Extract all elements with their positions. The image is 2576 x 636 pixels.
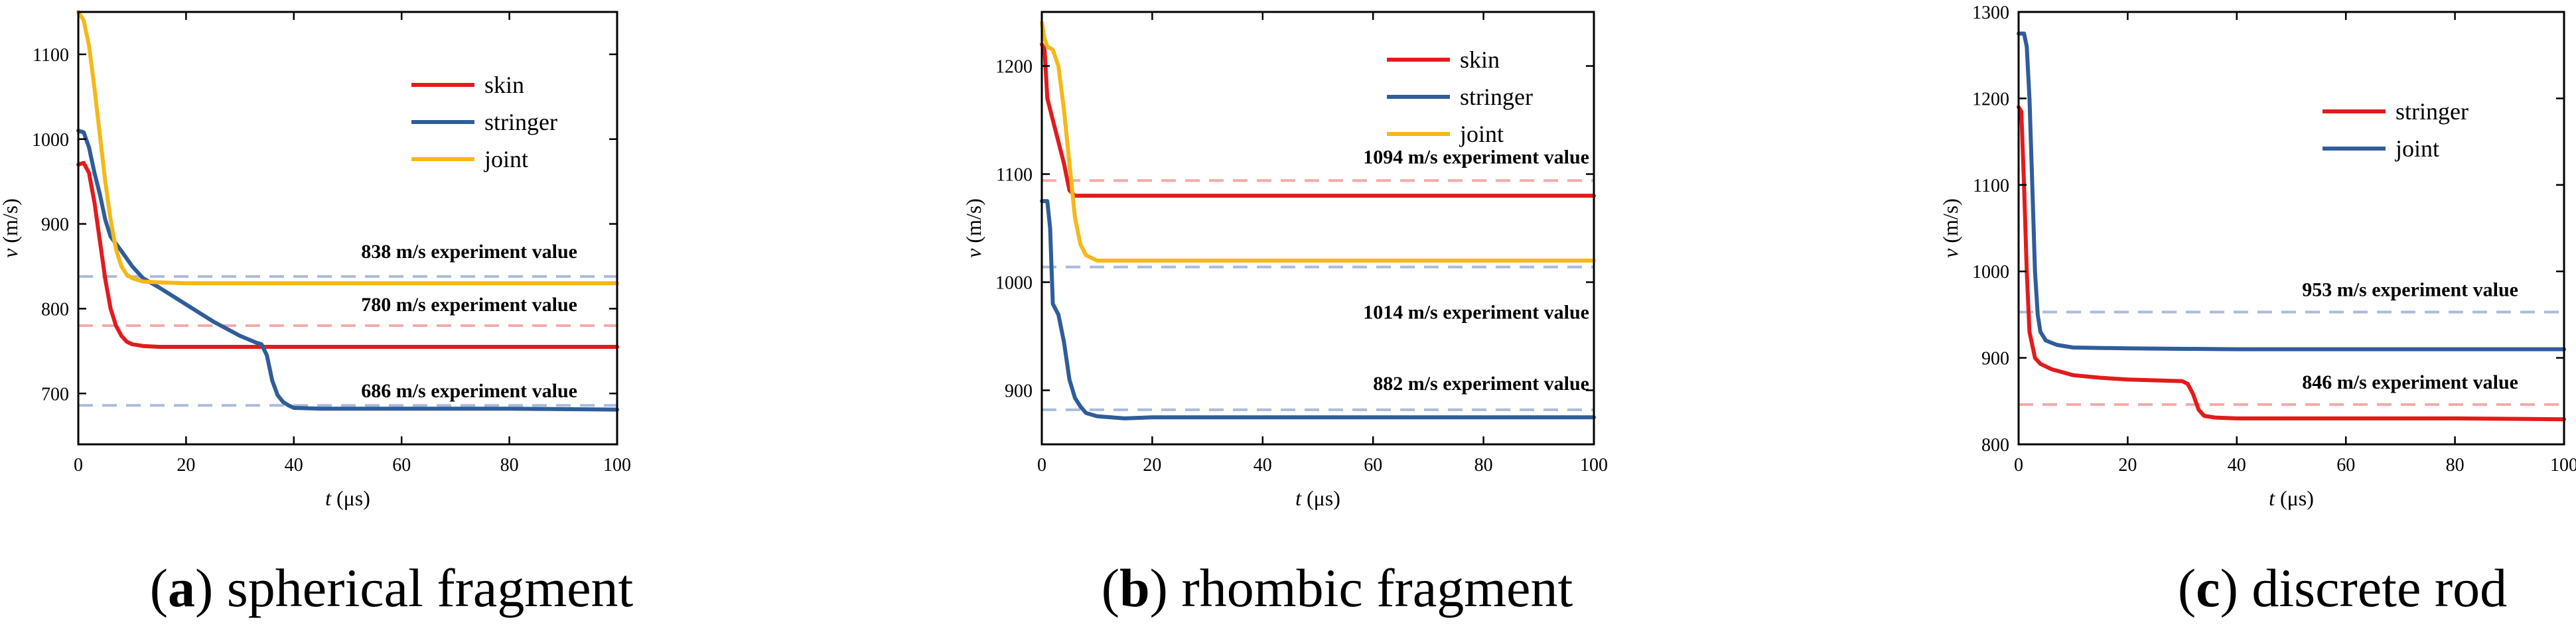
- x-tick-label: 40: [285, 455, 303, 476]
- y-tick-label: 1100: [1973, 176, 2009, 196]
- chart-b: 0 20 40 60 80 100 900 1000 1100 1200 t (μs) v (m/s)…: [962, 11, 1608, 510]
- caption-c: (c) discrete rod: [2177, 558, 2508, 618]
- x-tick-label: 20: [177, 455, 195, 476]
- series-line-joint: [1040, 21, 1596, 263]
- x-tick-label: 100: [1580, 455, 1608, 476]
- reference-label-1014: 1014 m/s experiment value: [1363, 302, 1589, 324]
- legend-label-stringer: stringer: [1460, 84, 1533, 110]
- caption-b: (b) rhombic fragment: [1101, 558, 1573, 618]
- legend-label-stringer: stringer: [484, 109, 557, 135]
- legend-label-joint: joint: [1459, 121, 1504, 147]
- x-tick-label: 0: [74, 455, 83, 476]
- y-tick-label: 900: [41, 215, 69, 235]
- legend-label-skin: skin: [1460, 46, 1500, 73]
- reference-label-882: 882 m/s experiment value: [1373, 373, 1589, 395]
- x-tick-label: 80: [2446, 455, 2465, 476]
- y-tick-label: 1200: [1972, 89, 2009, 109]
- x-axis-label: t (μs): [1295, 486, 1340, 510]
- chart-c: 0 20 40 60 80 100 800 900 1000 1100 1200 1300 t (μs)…: [1938, 3, 2576, 510]
- series-line-joint: [2017, 31, 2566, 351]
- reference-label-780: 780 m/s experiment value: [361, 294, 577, 316]
- x-tick-label: 60: [2336, 455, 2355, 476]
- x-tick-label: 20: [1143, 455, 1161, 476]
- series-line-skin: [1040, 42, 1596, 198]
- reference-label-1094: 1094 m/s experiment value: [1363, 146, 1589, 168]
- x-tick-label: 40: [2228, 455, 2246, 476]
- y-tick-label: 1100: [996, 165, 1033, 186]
- x-tick-label: 40: [1253, 455, 1272, 476]
- y-tick-label: 800: [41, 299, 69, 320]
- series-line-joint: [76, 10, 619, 286]
- x-tick-label: 100: [603, 455, 631, 476]
- y-tick-label: 1000: [32, 130, 69, 151]
- legend-label-skin: skin: [484, 72, 524, 98]
- y-tick-label: 800: [1981, 435, 2009, 456]
- legend-label-joint: joint: [2394, 135, 2439, 162]
- y-axis-label: v (m/s): [1938, 198, 1962, 258]
- x-tick-label: 0: [1037, 455, 1046, 476]
- x-tick-label: 100: [2550, 455, 2576, 476]
- reference-label-686: 686 m/s experiment value: [361, 380, 577, 402]
- y-tick-label: 1300: [1972, 3, 2009, 23]
- y-tick-label: 900: [1005, 381, 1033, 402]
- y-tick-label: 1000: [995, 273, 1033, 294]
- y-axis-label: v (m/s): [0, 198, 22, 258]
- x-tick-label: 60: [1364, 455, 1382, 476]
- y-tick-label: 1000: [1972, 262, 2009, 283]
- legend-label-stringer: stringer: [2396, 98, 2469, 125]
- series-line-stringer: [2017, 105, 2566, 422]
- chart-a: 0 20 40 60 80 100 700 800 900 1000 1100 t (μs) v (m/…: [0, 10, 631, 510]
- plot-frame: [2017, 11, 2565, 446]
- reference-label-838: 838 m/s experiment value: [361, 241, 577, 263]
- series-line-stringer: [76, 129, 619, 412]
- series-line-skin: [76, 160, 619, 349]
- legend-label-joint: joint: [483, 146, 528, 172]
- plot-frame: [77, 11, 618, 446]
- x-axis-label: t (μs): [325, 486, 370, 510]
- y-tick-label: 1200: [995, 57, 1033, 78]
- x-tick-label: 80: [500, 455, 519, 476]
- y-tick-label: 700: [41, 384, 69, 405]
- x-axis-label: t (μs): [2269, 486, 2314, 510]
- reference-label-846: 846 m/s experiment value: [2302, 371, 2518, 393]
- x-tick-label: 60: [392, 455, 411, 476]
- y-tick-label: 900: [1981, 349, 2009, 369]
- reference-label-953: 953 m/s experiment value: [2302, 279, 2518, 300]
- y-tick-label: 1100: [33, 45, 69, 66]
- y-axis-label: v (m/s): [962, 198, 985, 258]
- caption-a: (a) spherical fragment: [149, 558, 634, 618]
- x-tick-label: 20: [2118, 455, 2137, 476]
- x-tick-label: 80: [1474, 455, 1493, 476]
- x-tick-label: 0: [2014, 455, 2023, 476]
- series-line-stringer: [1040, 199, 1596, 420]
- plot-frame: [1040, 11, 1595, 446]
